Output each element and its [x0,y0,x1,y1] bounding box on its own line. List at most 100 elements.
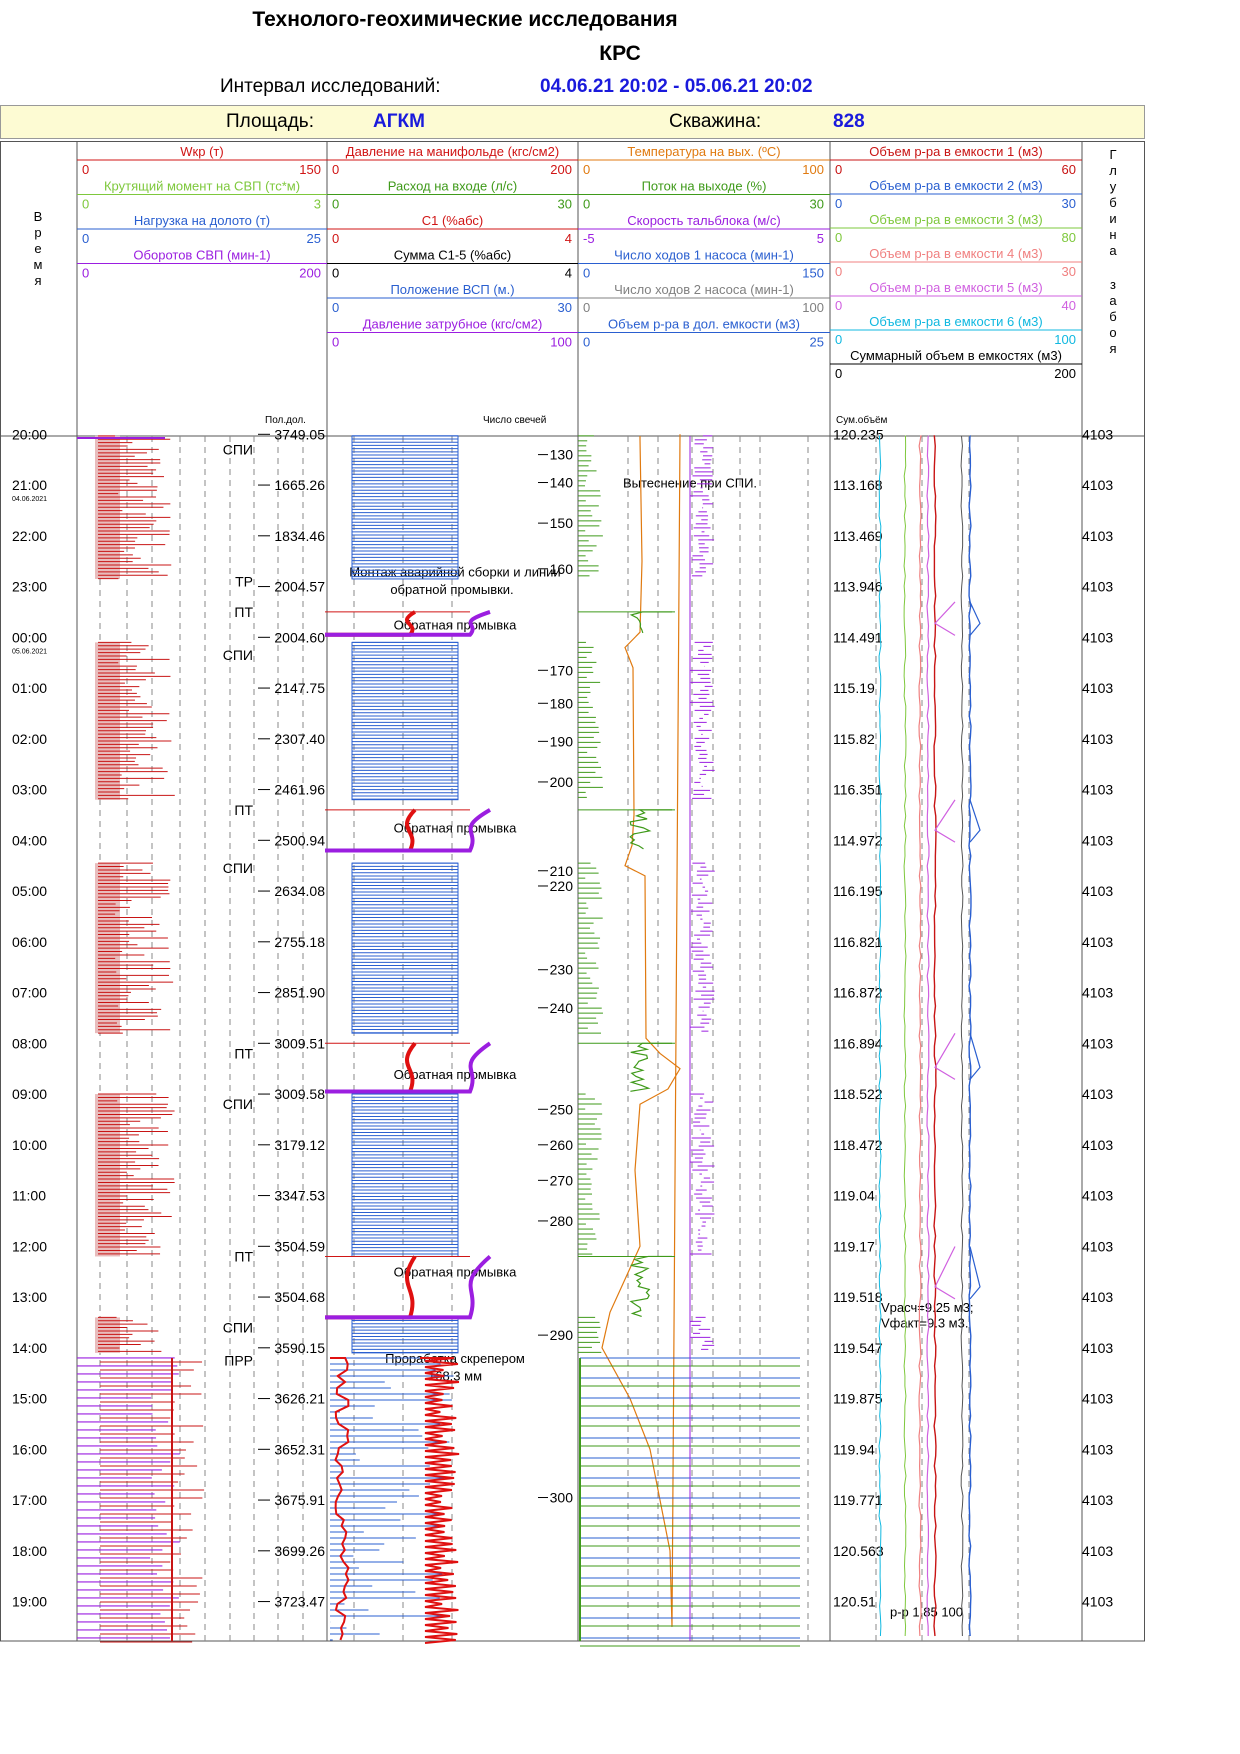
track-series-max: 4 [565,231,572,246]
pipe-depth-value: 2004.57 [274,579,325,595]
annulus-pressure-curve [325,1041,492,1094]
tank-wash-excursion [969,1033,981,1080]
time-label-char: е [34,241,41,256]
bottom-depth-value: 4103 [1082,1188,1113,1204]
track-series-max: 100 [550,335,572,350]
stand-count-value: 170 [550,662,574,678]
tank-wash-excursion [934,1033,956,1080]
track-series-min: 0 [332,197,339,212]
time-label-char: В [34,209,43,224]
stand-count-value: 220 [550,878,574,894]
depth-label-char: з [1110,277,1116,292]
annulus-pressure-curve [325,1254,492,1320]
track-series-name: Объем р-ра в емкости 3 (м3) [869,212,1042,227]
tank-volume-trace [960,435,964,1637]
track-series-name: Крутящий момент на СВП (тс*м) [104,179,300,194]
pipe-depth-value: 2755.18 [274,934,325,950]
time-tick-label: 20:00 [12,426,47,442]
depth-label-char: л [1109,163,1117,178]
time-tick-label: 12:00 [12,1238,47,1254]
stand-count-value: 180 [550,695,574,711]
manifold-pressure-ream [420,1356,460,1644]
total-volume-value: 119.94 [833,1441,875,1457]
manifold-pressure-ream [330,1356,350,1641]
stand-count-value: 160 [550,561,574,577]
stand-count-value: 230 [550,962,574,978]
pipe-depth-value: 3504.68 [274,1289,325,1305]
track-series-name: Число ходов 1 насоса (мин-1) [614,248,794,263]
total-volume-value: 113.469 [833,528,883,544]
hookload-trace [77,435,205,1643]
time-tick-label: 21:00 [12,477,47,493]
track-series-name: Wкр (т) [180,144,223,159]
track-series-max: 150 [299,162,321,177]
depth-label-char: б [1109,309,1116,324]
temperature-trace [601,434,681,1627]
track-series-name: Объем р-ра в емкости 1 (м3) [869,144,1042,159]
total-volume-value: 115.82 [833,731,875,747]
track-series-name: Объем р-ра в емкости 2 (м3) [869,178,1042,193]
depth-label-char: н [1109,227,1116,242]
track-series-max: 150 [802,266,824,281]
operation-code: СПИ [223,860,253,876]
operation-code: ТР [235,573,253,589]
pipe-depth-value: 3504.59 [274,1238,325,1254]
depth-label-char: Г [1109,147,1116,162]
annotation-text: Обратная промывка [394,618,517,633]
stand-count-value: 200 [550,774,574,790]
interval-value: 04.06.21 20:02 - 05.06.21 20:02 [540,76,813,97]
depth-label-char: я [1109,341,1116,356]
track-series-max: 40 [1062,298,1076,313]
time-tick-label: 10:00 [12,1137,47,1153]
bottom-depth-value: 4103 [1082,1492,1113,1508]
total-volume-value: 118.472 [833,1137,883,1153]
pipe-depth-value: 2851.90 [274,985,325,1001]
stand-count-value: 290 [550,1327,574,1343]
flow-wash-trace [629,1042,672,1092]
well-value: 828 [833,111,865,132]
tank-wash-excursion [969,601,981,636]
stand-count-value: 270 [550,1172,574,1188]
pipe-depth-value: 3723.47 [274,1594,325,1610]
area-value: АГКМ [373,111,425,132]
operation-code: СПИ [223,1096,253,1112]
bottom-depth-value: 4103 [1082,1391,1113,1407]
operation-code: ПТ [234,802,253,818]
track-series-min: 0 [835,162,842,177]
annotation-text: р-р 1.85 100 [890,1605,963,1620]
total-volume-value: 114.972 [833,832,883,848]
track2-footer: Число свечей [483,415,546,426]
track-series-max: 4 [565,266,572,281]
track-series-min: 0 [583,162,590,177]
pipe-depth-value: 3009.58 [274,1086,325,1102]
stand-count-value: 300 [550,1490,574,1506]
track-series-name: Температура на вых. (ºС) [627,144,780,159]
tank-volume-traces [878,435,981,1637]
interval-label: Интервал исследований: [220,76,441,97]
tank-wash-excursion [969,799,981,843]
annotation-text: Монтаж аварийной сборки и линии [349,564,560,579]
pipe-depth-value: 2307.40 [274,731,325,747]
tank-volume-trace [926,435,930,1637]
track-series-min: 0 [82,162,89,177]
annotation-text: Обратная промывка [394,1067,517,1082]
tank-wash-excursion [934,1246,956,1300]
depth-label-char: и [1109,211,1116,226]
time-tick-label: 01:00 [12,680,47,696]
bottom-depth-value: 4103 [1082,782,1113,798]
total-volume-value: 116.894 [833,1035,883,1051]
stand-count-value: 280 [550,1213,574,1229]
track-series-name: Объем р-ра в дол. емкости (м3) [608,317,800,332]
time-tick-label: 22:00 [12,528,47,544]
track1-footer: Пол.дол. [265,415,306,426]
track-series-name: Объем р-ра в емкости 5 (м3) [869,280,1042,295]
total-volume-value: 116.195 [833,883,883,899]
track-series-max: 25 [307,231,321,246]
track-series-min: 0 [82,266,89,281]
time-tick-label: 05:00 [12,883,47,899]
track-series-name: Давление затрубное (кгс/см2) [363,317,543,332]
block-band [351,641,459,801]
track-series-max: 100 [802,300,824,315]
track-series-max: 30 [558,197,572,212]
depth-label-char: б [1109,195,1116,210]
